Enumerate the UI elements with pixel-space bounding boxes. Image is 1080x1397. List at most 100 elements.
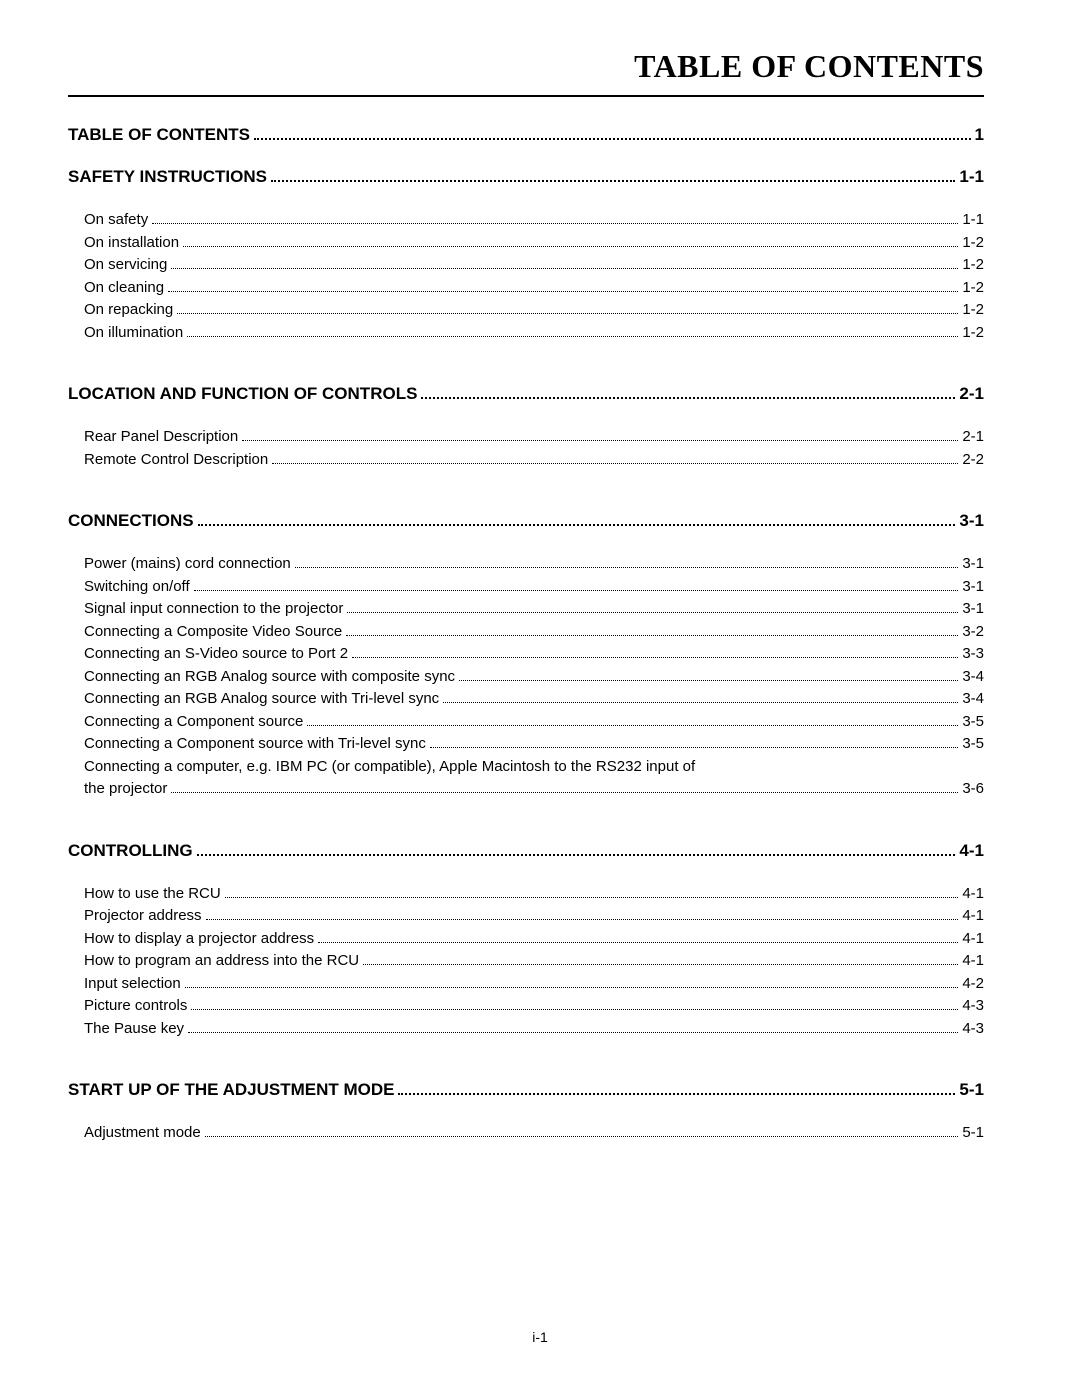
toc-leader-dots [198,524,956,526]
toc-sub-row: Remote Control Description2-2 [84,449,984,472]
toc-sub-title: Rear Panel Description [84,426,240,449]
toc-sub-title: How to program an address into the RCU [84,950,361,973]
toc-leader-dots [352,657,958,658]
page-container: TABLE OF CONTENTS TABLE OF CONTENTS 1 SA… [0,0,1080,1145]
toc-sub-page: 3-6 [960,778,984,801]
toc-leader-dots [185,987,959,988]
toc-sub-page: 3-5 [960,711,984,734]
toc-chapter-page: 5-1 [957,1080,984,1100]
toc-sub-row: Power (mains) cord connection 3-1 [84,553,984,576]
toc-sub-row: On servicing1-2 [84,254,984,277]
toc-sub-row: On repacking 1-2 [84,299,984,322]
toc-sub-row: the projector3-6 [84,778,984,801]
toc-sub-row: On illumination 1-2 [84,322,984,345]
toc-chapter-row: CONNECTIONS 3-1 [68,511,984,531]
toc-sub-title: Projector address [84,905,204,928]
toc-leader-dots [295,567,959,568]
toc-sub-row: How to program an address into the RCU4-… [84,950,984,973]
toc-leader-dots [254,138,971,140]
toc-sub-page: 1-2 [960,277,984,300]
toc-leader-dots [171,268,958,269]
toc-section: CONNECTIONS 3-1 Power (mains) cord conne… [68,511,984,801]
toc-sub-title: On illumination [84,322,185,345]
toc-sub-title: Switching on/off [84,576,192,599]
toc-leader-dots [398,1093,955,1095]
toc-sub-row: Connecting a Component source3-5 [84,711,984,734]
toc-sub-page: 2-1 [960,426,984,449]
toc-sub-block: On safety1-1 On installation1-2 On servi… [84,209,984,344]
toc-sub-title: Power (mains) cord connection [84,553,293,576]
toc-leader-dots [187,336,958,337]
toc-sub-row: On cleaning 1-2 [84,277,984,300]
toc-sub-row: Connecting an S-Video source to Port 23-… [84,643,984,666]
page-title: TABLE OF CONTENTS [68,48,984,97]
toc-leader-dots [225,897,959,898]
toc-sub-row: The Pause key4-3 [84,1018,984,1041]
toc-sub-page: 1-1 [960,209,984,232]
toc-chapter-title: SAFETY INSTRUCTIONS [68,167,269,187]
toc-leader-dots [152,223,958,224]
toc-sub-page: 4-1 [960,905,984,928]
toc-sub-title: On repacking [84,299,175,322]
toc-sub-row: Connecting an RGB Analog source with Tri… [84,688,984,711]
toc-sub-title: Signal input connection to the projector [84,598,345,621]
toc-sub-page: 3-5 [960,733,984,756]
toc-leader-dots [363,964,958,965]
toc-sub-row: On installation1-2 [84,232,984,255]
toc-chapter-title: START UP OF THE ADJUSTMENT MODE [68,1080,396,1100]
toc-sub-title: On installation [84,232,181,255]
toc-chapter-title: LOCATION AND FUNCTION OF CONTROLS [68,384,419,404]
toc-leader-dots [177,313,958,314]
toc-sub-title: Connecting a Composite Video Source [84,621,344,644]
toc-sub-page: 4-2 [960,973,984,996]
toc-leader-dots [171,792,958,793]
toc-leader-dots [347,612,958,613]
toc-chapter-title: TABLE OF CONTENTS [68,125,252,145]
toc-sub-row: Connecting an RGB Analog source with com… [84,666,984,689]
toc-sub-row: Connecting a Component source with Tri-l… [84,733,984,756]
toc-sub-title-wrap-line1: Connecting a computer, e.g. IBM PC (or c… [84,756,904,779]
toc-chapter-row: SAFETY INSTRUCTIONS 1-1 [68,167,984,187]
toc-leader-dots [183,246,958,247]
toc-leader-dots [318,942,958,943]
toc-leader-dots [271,180,955,182]
toc-sub-title: Connecting an RGB Analog source with com… [84,666,457,689]
toc-sub-page: 1-2 [960,299,984,322]
toc-sub-title: On cleaning [84,277,166,300]
toc-sub-row: How to display a projector address 4-1 [84,928,984,951]
page-footer: i-1 [0,1329,1080,1345]
toc-sub-block: How to use the RCU4-1 Projector address 4… [84,883,984,1041]
toc-sub-row: Picture controls4-3 [84,995,984,1018]
toc-sub-page: 2-2 [960,449,984,472]
toc-sub-title: How to display a projector address [84,928,316,951]
toc-chapter-page: 1-1 [957,167,984,187]
toc-leader-dots [191,1009,958,1010]
toc-leader-dots [346,635,958,636]
toc-leader-dots [188,1032,958,1033]
toc-leader-dots [206,919,959,920]
toc-sub-title: Adjustment mode [84,1122,203,1145]
toc-leader-dots [307,725,958,726]
toc-sub-page: 3-3 [960,643,984,666]
toc-sub-title: Picture controls [84,995,189,1018]
toc-sub-page: 4-1 [960,883,984,906]
toc-sub-page: 4-3 [960,1018,984,1041]
toc-leader-dots [459,680,958,681]
toc-leader-dots [443,702,958,703]
toc-chapter-row: START UP OF THE ADJUSTMENT MODE 5-1 [68,1080,984,1100]
toc-sub-row: Switching on/off3-1 [84,576,984,599]
toc-sub-page: 1-2 [960,322,984,345]
toc-chapter-page: 3-1 [957,511,984,531]
toc-leader-dots [242,440,958,441]
toc-sub-block: Power (mains) cord connection 3-1 Switchi… [84,553,984,801]
toc-sub-page: 1-2 [960,254,984,277]
toc-sub-page: 4-1 [960,928,984,951]
toc-chapter-page: 2-1 [957,384,984,404]
toc-section: LOCATION AND FUNCTION OF CONTROLS 2-1 Re… [68,384,984,471]
toc-sub-page: 3-1 [960,598,984,621]
toc-leader-dots [272,463,958,464]
toc-sub-page: 3-1 [960,553,984,576]
toc-leader-dots [421,397,955,399]
toc-chapter-title: CONTROLLING [68,841,195,861]
toc-sub-row: How to use the RCU4-1 [84,883,984,906]
